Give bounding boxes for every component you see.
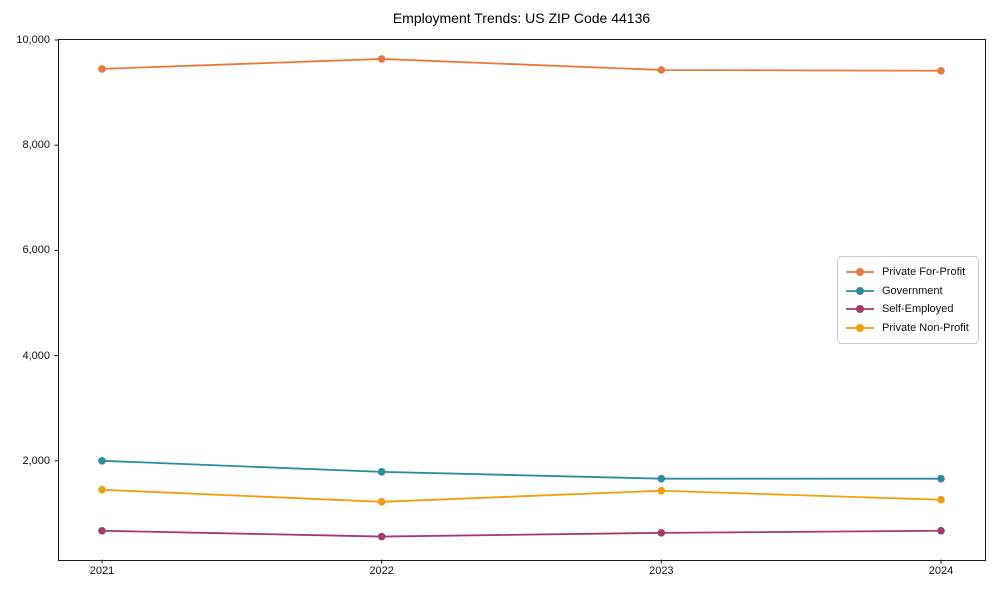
data-point-government-2021 bbox=[98, 456, 106, 465]
chart-title: Employment Trends: US ZIP Code 44136 bbox=[392, 10, 651, 26]
legend-item-private-for-profit: Private For-Profit bbox=[845, 266, 971, 278]
series-line-government bbox=[101, 459, 942, 480]
legend-marker-icon bbox=[846, 286, 874, 295]
legend-item-self-employed: Self-Employed bbox=[845, 303, 971, 315]
legend-item-government: Government bbox=[845, 285, 971, 297]
data-point-government-2023 bbox=[657, 474, 666, 483]
legend-label: Government bbox=[882, 284, 943, 297]
data-point-self-employed-2021 bbox=[98, 526, 106, 535]
legend-marker-icon bbox=[846, 268, 874, 277]
series-line-private-for-profit bbox=[101, 58, 942, 72]
axes-frame bbox=[58, 39, 986, 561]
legend: Private For-Profit Government Self-Employe… bbox=[837, 256, 979, 344]
legend-item-private-non-profit: Private Non-Profit bbox=[845, 322, 971, 334]
data-point-private-for-profit-2022 bbox=[377, 55, 386, 63]
data-point-private-for-profit-2023 bbox=[657, 66, 666, 74]
data-point-self-employed-2023 bbox=[657, 529, 666, 537]
data-point-private-non-profit-2021 bbox=[98, 485, 106, 494]
legend-label: Private For-Profit bbox=[882, 266, 966, 279]
legend-marker-icon bbox=[846, 305, 874, 314]
data-point-private-non-profit-2024 bbox=[937, 495, 945, 504]
data-point-private-for-profit-2021 bbox=[98, 65, 106, 73]
y-tick-label: 6,000 bbox=[22, 244, 50, 257]
y-tick-label: 10,000 bbox=[16, 33, 50, 46]
data-point-private-for-profit-2024 bbox=[937, 66, 945, 75]
x-tick-label: 2022 bbox=[369, 565, 394, 577]
legend-label: Self-Employed bbox=[882, 303, 954, 316]
data-point-private-non-profit-2023 bbox=[657, 486, 666, 495]
legend-marker-icon bbox=[846, 323, 874, 332]
data-point-government-2024 bbox=[937, 474, 945, 483]
data-point-government-2022 bbox=[377, 468, 386, 476]
x-tick-label: 2023 bbox=[649, 565, 674, 577]
legend-label: Private Non-Profit bbox=[882, 321, 969, 334]
y-tick-label: 2,000 bbox=[22, 454, 50, 467]
x-tick-label: 2024 bbox=[928, 565, 954, 577]
series-line-private-non-profit bbox=[101, 488, 942, 503]
data-point-private-non-profit-2022 bbox=[377, 498, 386, 506]
data-point-self-employed-2024 bbox=[937, 526, 945, 535]
y-tick-label: 8,000 bbox=[22, 139, 50, 152]
y-tick-label: 4,000 bbox=[22, 349, 50, 362]
data-point-self-employed-2022 bbox=[377, 532, 386, 541]
x-tick-label: 2021 bbox=[89, 565, 115, 577]
series-line-self-employed bbox=[101, 529, 942, 538]
